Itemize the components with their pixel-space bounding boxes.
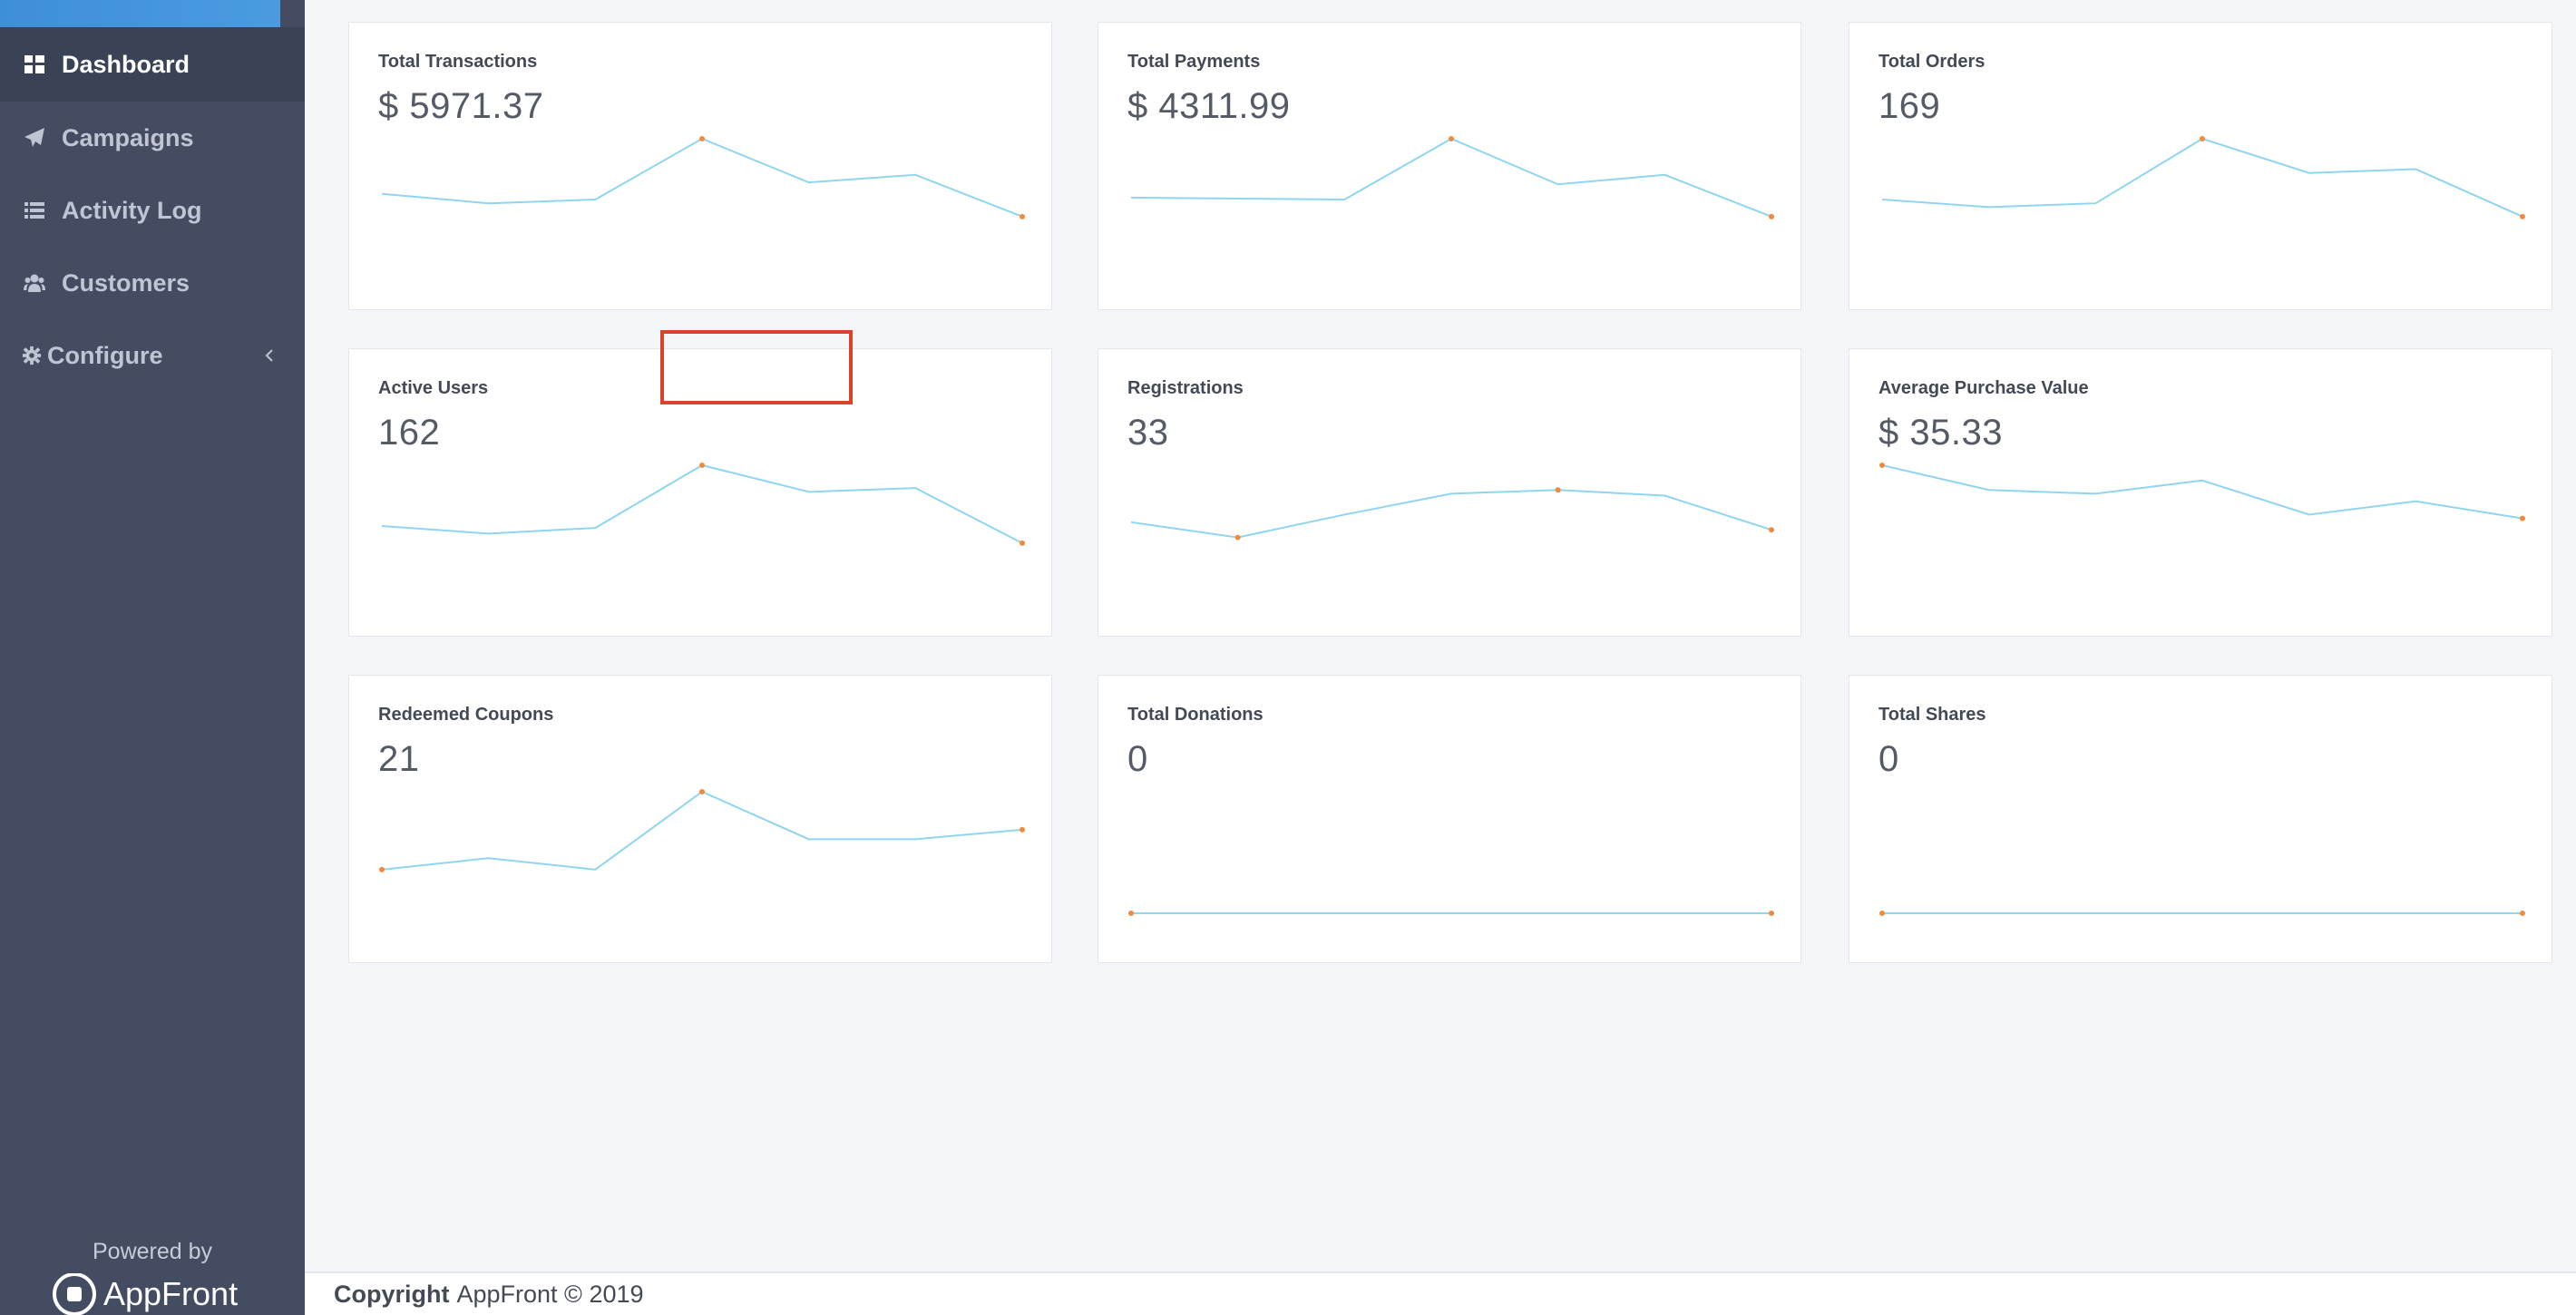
card-value: 0 [1127,739,1148,779]
appfront-logo: AppFront [51,1273,238,1315]
card-title: Average Purchase Value [1878,378,2089,398]
sparkline-point [1128,911,1134,916]
sidebar-item-activity-log[interactable]: Activity Log [0,174,305,247]
card-value: $ 4311.99 [1127,86,1291,126]
sidebar-item-label: Activity Log [62,196,202,224]
metric-card-average-purchase-value: Average Purchase Value $ 35.33 [1849,348,2552,637]
metric-card-total-payments: Total Payments $ 4311.99 [1098,22,1801,310]
sparkline-chart [381,136,1025,219]
sparkline-chart [1879,463,2525,521]
sidebar-item-label: Customers [62,268,190,297]
sparkline-chart [1879,911,2525,916]
sidebar: Dashboard Campaigns Activity Log Custome… [0,0,305,1315]
sparkline-point [2200,136,2205,141]
card-value: 0 [1878,739,1899,779]
sidebar-item-customers[interactable]: Customers [0,247,305,319]
sparkline-point [1555,487,1561,493]
sparkline-point [699,789,705,794]
card-title: Total Donations [1127,705,1264,725]
card-value: 33 [1127,413,1169,453]
metric-card-active-users: Active Users 162 [348,348,1052,637]
users-icon [22,270,47,296]
sparkline-point [2520,911,2525,916]
sidebar-header-strip [0,0,305,27]
card-title: Registrations [1127,378,1244,398]
sparkline-point [379,866,385,872]
metric-card-redeemed-coupons: Redeemed Coupons 21 [348,675,1052,963]
sparkline-point [1769,527,1774,533]
gear-icon [22,343,42,368]
sparkline-point [2520,515,2525,521]
sparkline-series [1881,464,2523,520]
metric-card-total-shares: Total Shares 0 [1849,675,2552,963]
card-value: $ 5971.37 [378,86,544,126]
metric-card-registrations: Registrations 33 [1098,348,1801,637]
dashboard-main: Total Transactions $ 5971.37 Total Payme… [305,0,2576,1271]
sparkline-point [1769,213,1774,219]
dashboard-icon [22,52,47,77]
sparkline-series [381,790,1023,871]
sidebar-item-configure[interactable]: Configure [0,319,305,392]
sidebar-item-label: Campaigns [62,123,194,151]
sparkline-point [699,463,705,468]
sparkline-series [381,137,1023,218]
sparkline-point [2520,213,2525,219]
sidebar-item-label: Configure [47,341,163,369]
chevron-left-icon[interactable] [263,346,276,365]
footer-copyright-text: AppFront © 2019 [456,1280,644,1308]
paper-plane-icon [22,125,47,151]
card-title: Redeemed Coupons [378,705,554,725]
sparkline-chart [379,789,1025,872]
sparkline-point [1879,911,1885,916]
sparkline-point [1769,911,1774,916]
card-value: 169 [1878,86,1941,126]
sparkline-chart [1130,136,1774,219]
metric-card-total-donations: Total Donations 0 [1098,675,1801,963]
footer-copyright-label: Copyright [334,1280,450,1308]
metric-card-total-orders: Total Orders 169 [1849,22,2552,310]
sparkline-chart [1130,487,1774,541]
sparkline-point [1449,136,1454,141]
sparkline-chart [1881,136,2525,219]
sparkline-series [1881,137,2523,218]
card-value: 162 [378,413,441,453]
card-title: Active Users [378,378,489,398]
sparkline-series [381,463,1023,544]
sparkline-chart [1128,911,1774,916]
card-title: Total Orders [1878,52,1986,72]
sparkline-point [699,136,705,141]
sparkline-point [1020,826,1025,833]
sparkline-point [1020,213,1025,219]
card-title: Total Transactions [378,52,538,72]
sidebar-item-campaigns[interactable]: Campaigns [0,102,305,174]
sparkline-point [1879,463,1885,468]
card-value: $ 35.33 [1878,413,2003,453]
powered-by-label: Powered by [92,1239,213,1264]
card-title: Total Shares [1878,705,1986,725]
sidebar-nav: Dashboard Campaigns Activity Log Custome… [0,27,305,392]
brand-name: AppFront [103,1275,239,1312]
sparkline-series [1130,137,1772,218]
sparkline-point [1234,534,1241,541]
appfront-logo-icon [53,1273,96,1315]
card-value: 21 [378,739,420,779]
sidebar-item-dashboard[interactable]: Dashboard [0,27,305,102]
sparkline-chart [381,463,1025,546]
list-icon [22,198,47,223]
sidebar-item-label: Dashboard [62,50,190,78]
card-title: Total Payments [1127,52,1261,72]
metric-card-total-transactions: Total Transactions $ 5971.37 [348,22,1052,310]
footer: Copyright AppFront © 2019 [305,1271,2576,1315]
sparkline-series [1130,489,1772,539]
sparkline-point [1020,540,1025,546]
